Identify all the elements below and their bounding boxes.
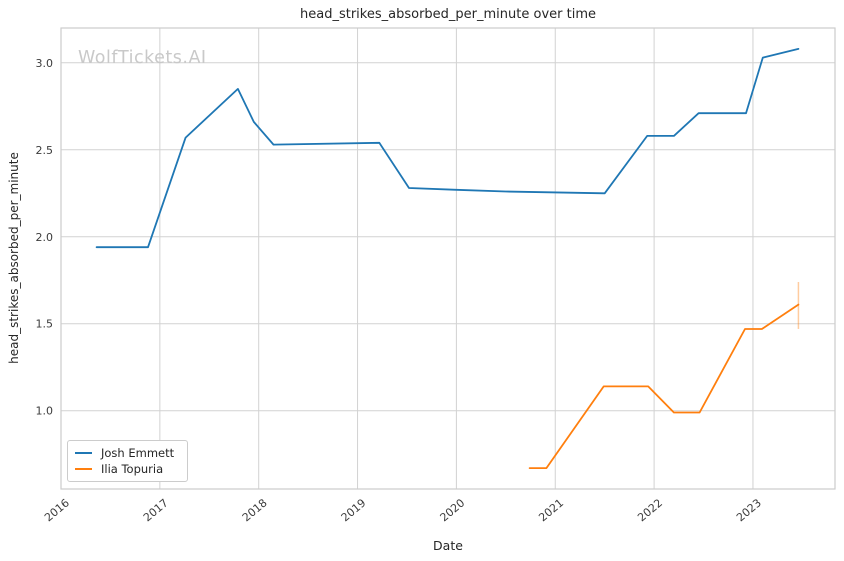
legend: Josh Emmett Ilia Topuria xyxy=(67,440,188,482)
y-tick-label: 2.0 xyxy=(36,231,54,244)
legend-line-swatch xyxy=(75,451,92,454)
series-line-ilia-topuria xyxy=(528,303,800,470)
plot-border xyxy=(60,27,836,490)
y-tick-label: 1.5 xyxy=(36,318,54,331)
y-tick-label: 3.0 xyxy=(36,57,54,70)
watermark: WolfTickets.AI xyxy=(78,48,207,68)
x-tick-label: 2018 xyxy=(240,496,270,524)
x-tick-label: 2019 xyxy=(339,496,369,524)
x-tick-label: 2017 xyxy=(141,496,171,524)
legend-item: Josh Emmett xyxy=(75,446,180,460)
y-tick-label: 1.0 xyxy=(36,405,54,418)
y-tick-label: 2.5 xyxy=(36,144,54,157)
legend-label: Josh Emmett xyxy=(101,445,175,460)
x-tick-label: 2021 xyxy=(536,496,566,524)
x-axis-label: Date xyxy=(433,538,463,553)
chart-title: head_strikes_absorbed_per_minute over ti… xyxy=(300,7,596,22)
legend-line-swatch xyxy=(75,468,92,471)
x-tick-label: 2016 xyxy=(42,496,72,524)
x-tick-label: 2020 xyxy=(438,496,468,524)
x-tick-label: 2023 xyxy=(734,496,764,524)
y-axis-label: head_strikes_absorbed_per_minute xyxy=(7,152,21,364)
series-line-josh-emmett xyxy=(95,48,800,249)
x-tick-label: 2022 xyxy=(635,496,665,524)
legend-item: Ilia Topuria xyxy=(75,462,180,476)
legend-label: Ilia Topuria xyxy=(101,462,164,477)
